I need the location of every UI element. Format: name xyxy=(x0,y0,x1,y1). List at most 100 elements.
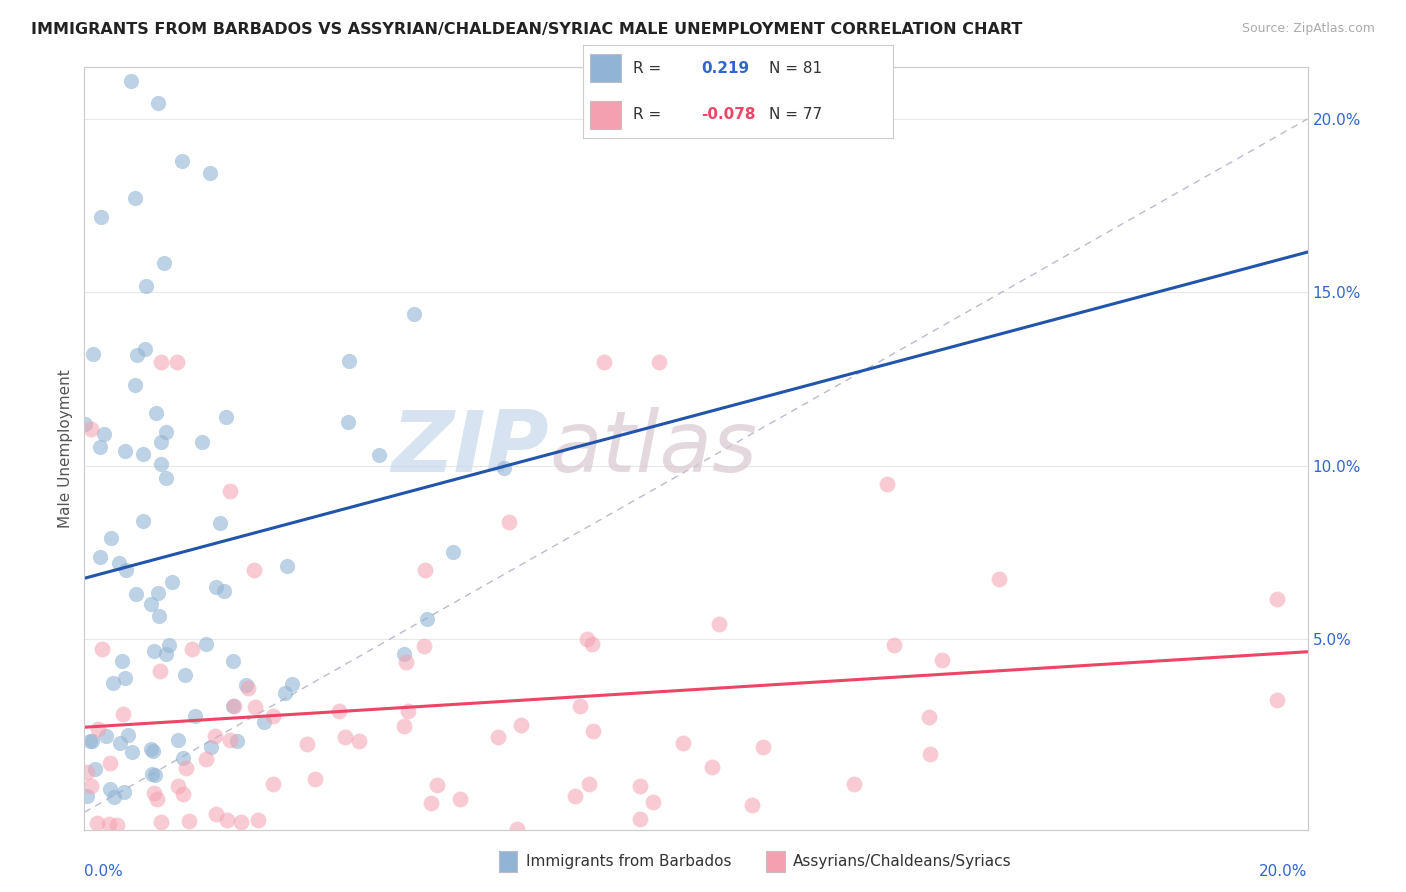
FancyBboxPatch shape xyxy=(589,54,620,82)
Text: R =: R = xyxy=(633,61,666,76)
Point xyxy=(416,612,439,626)
Point xyxy=(295,737,318,751)
Point xyxy=(107,556,129,570)
Point xyxy=(98,817,121,831)
Point xyxy=(195,637,218,651)
Point xyxy=(204,729,226,743)
Point xyxy=(441,544,464,558)
Point xyxy=(328,704,350,718)
Point xyxy=(564,789,586,803)
Point xyxy=(155,425,177,439)
Point xyxy=(159,638,181,652)
Point xyxy=(139,597,162,611)
Point xyxy=(101,676,124,690)
Point xyxy=(752,740,775,755)
Point xyxy=(166,354,188,368)
Point xyxy=(304,772,326,786)
Point xyxy=(172,787,194,801)
Point xyxy=(876,477,898,491)
Point xyxy=(581,637,603,651)
Point xyxy=(349,733,371,747)
Point xyxy=(235,678,257,692)
Point xyxy=(124,587,146,601)
Point xyxy=(276,558,298,573)
Point xyxy=(166,779,188,793)
Point xyxy=(229,814,252,829)
Point xyxy=(141,767,163,781)
Point xyxy=(333,731,356,745)
Text: 0.0%: 0.0% xyxy=(84,863,124,879)
Text: Immigrants from Barbados: Immigrants from Barbados xyxy=(526,855,731,869)
Point xyxy=(273,686,295,700)
Point xyxy=(883,638,905,652)
Text: ZIP: ZIP xyxy=(391,407,550,490)
Point xyxy=(120,73,142,87)
Point xyxy=(124,191,146,205)
Point xyxy=(148,664,170,678)
Point xyxy=(184,709,207,723)
Point xyxy=(143,768,166,782)
Text: 0.219: 0.219 xyxy=(702,61,749,76)
Point xyxy=(368,448,391,462)
Point xyxy=(918,710,941,724)
Point xyxy=(160,574,183,589)
Point xyxy=(337,354,360,368)
Point xyxy=(569,698,592,713)
Point xyxy=(108,736,131,750)
Point xyxy=(396,704,419,718)
Point xyxy=(98,781,121,796)
Point xyxy=(89,550,111,565)
Point xyxy=(243,563,266,577)
Point xyxy=(90,211,112,225)
Point xyxy=(89,440,111,454)
Point xyxy=(76,789,98,803)
Point xyxy=(413,563,436,577)
Point xyxy=(226,734,249,748)
Point xyxy=(172,751,194,765)
Point xyxy=(262,709,284,723)
Text: IMMIGRANTS FROM BARBADOS VS ASSYRIAN/CHALDEAN/SYRIAC MALE UNEMPLOYMENT CORRELATI: IMMIGRANTS FROM BARBADOS VS ASSYRIAN/CHA… xyxy=(31,22,1022,37)
Point xyxy=(149,815,172,830)
Point xyxy=(127,348,149,362)
Point xyxy=(132,447,155,461)
Point xyxy=(105,818,128,832)
Point xyxy=(139,742,162,756)
Point xyxy=(114,671,136,685)
Text: N = 81: N = 81 xyxy=(769,61,823,76)
Point xyxy=(98,756,121,770)
Point xyxy=(215,410,238,425)
Point xyxy=(87,722,110,736)
Point xyxy=(194,751,217,765)
Point xyxy=(582,723,605,738)
Point xyxy=(149,354,172,368)
Point xyxy=(149,435,172,450)
Point xyxy=(918,747,941,761)
Point xyxy=(84,762,107,776)
Point xyxy=(392,647,415,661)
Point xyxy=(212,583,235,598)
Point xyxy=(648,354,671,368)
Point xyxy=(931,653,953,667)
Point xyxy=(124,377,146,392)
Point xyxy=(671,736,693,750)
Point xyxy=(103,790,125,805)
Point xyxy=(578,777,600,791)
Point xyxy=(219,483,242,498)
Point xyxy=(494,461,516,475)
Point xyxy=(628,812,651,826)
Point xyxy=(155,647,177,661)
Point xyxy=(145,406,167,420)
Point xyxy=(1265,693,1288,707)
Point xyxy=(449,792,471,806)
Point xyxy=(177,814,200,829)
Point xyxy=(245,699,267,714)
Point xyxy=(181,641,204,656)
Point xyxy=(576,632,599,646)
Point xyxy=(218,733,240,747)
Text: 20.0%: 20.0% xyxy=(1260,863,1308,879)
Point xyxy=(100,531,122,545)
Point xyxy=(628,779,651,793)
Point xyxy=(262,777,284,791)
Point xyxy=(96,729,118,743)
Point xyxy=(111,654,134,668)
